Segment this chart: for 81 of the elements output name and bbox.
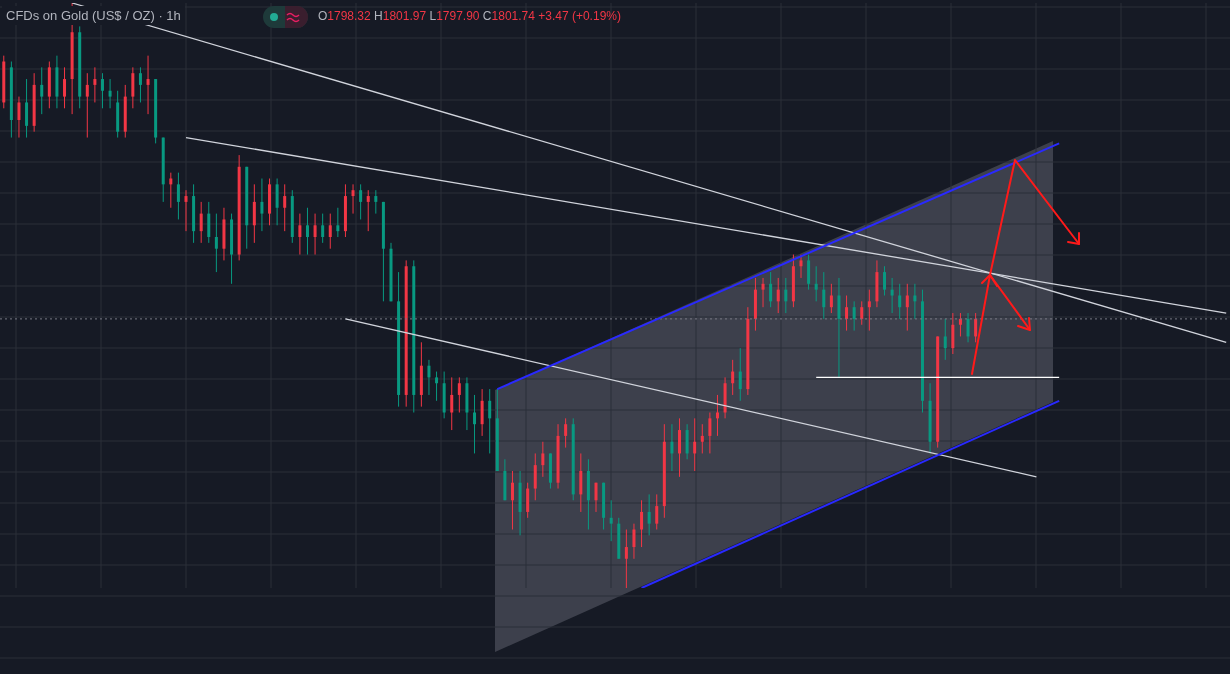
candlestick bbox=[184, 189, 188, 232]
candlestick bbox=[321, 213, 325, 244]
candlestick bbox=[533, 452, 537, 501]
candlestick bbox=[305, 207, 309, 256]
candlestick bbox=[252, 183, 256, 244]
candlestick bbox=[974, 312, 978, 343]
candlestick bbox=[829, 283, 833, 314]
candlestick bbox=[632, 523, 636, 560]
candlestick bbox=[541, 441, 545, 478]
candlestick bbox=[564, 417, 568, 449]
candlestick bbox=[761, 277, 765, 308]
candlestick bbox=[905, 283, 909, 332]
candlestick bbox=[427, 359, 431, 396]
candlestick bbox=[473, 394, 477, 454]
candlestick bbox=[93, 66, 97, 103]
candlestick bbox=[275, 178, 279, 226]
candlestick bbox=[25, 78, 29, 139]
candlestick bbox=[480, 388, 484, 437]
candlestick bbox=[951, 312, 955, 355]
candlestick bbox=[207, 201, 211, 244]
candlestick bbox=[769, 271, 773, 308]
candlestick bbox=[366, 189, 370, 232]
candlestick bbox=[837, 277, 841, 378]
candlestick bbox=[609, 499, 613, 542]
candlestick bbox=[450, 376, 454, 431]
candlestick bbox=[845, 295, 849, 332]
candlestick bbox=[814, 265, 818, 302]
candlestick bbox=[738, 347, 742, 402]
candlestick bbox=[640, 499, 644, 548]
candlestick bbox=[131, 66, 135, 109]
candlestick bbox=[784, 277, 788, 314]
candlestick bbox=[146, 55, 150, 115]
candlestick bbox=[883, 265, 887, 296]
candlestick bbox=[374, 189, 378, 215]
candlestick bbox=[647, 493, 651, 536]
candlestick bbox=[457, 376, 461, 413]
candlestick bbox=[700, 423, 704, 454]
candlestick bbox=[100, 72, 104, 109]
candlestick bbox=[852, 300, 856, 332]
candlestick bbox=[867, 289, 871, 332]
candlestick bbox=[40, 66, 44, 115]
candlestick bbox=[138, 66, 142, 103]
chart-title: CFDs on Gold (US$ / OZ) · 1h bbox=[2, 6, 185, 25]
candlestick bbox=[199, 201, 203, 244]
candlestick bbox=[214, 213, 218, 273]
candlestick bbox=[435, 371, 439, 402]
candlestick bbox=[176, 172, 180, 220]
candlestick bbox=[624, 529, 628, 588]
candlestick bbox=[943, 318, 947, 361]
candlestick bbox=[488, 388, 492, 454]
candlestick bbox=[890, 277, 894, 314]
candlestick bbox=[807, 254, 811, 291]
candlestick bbox=[260, 178, 264, 232]
candlestick bbox=[731, 359, 735, 396]
candlestick bbox=[526, 482, 530, 519]
candlestick bbox=[108, 78, 112, 109]
candlestick bbox=[678, 417, 682, 478]
candlestick bbox=[594, 482, 598, 513]
candlestick bbox=[351, 183, 355, 215]
candlestick bbox=[898, 283, 902, 320]
candlestick bbox=[336, 207, 340, 238]
candlestick bbox=[776, 277, 780, 314]
candlestick bbox=[579, 452, 583, 513]
candlestick bbox=[283, 183, 287, 232]
candlestick bbox=[85, 72, 89, 139]
candlestick bbox=[966, 312, 970, 343]
candlestick bbox=[685, 423, 689, 460]
annotation: O1798.32 H1801.97 L1797.90 C1801.74 +3.47 (+0.19%) bbox=[318, 9, 621, 23]
candlestick bbox=[17, 96, 21, 139]
candlestick bbox=[860, 300, 864, 326]
candlestick bbox=[63, 66, 67, 109]
candlestick bbox=[708, 412, 712, 454]
candlestick bbox=[359, 183, 363, 220]
candlestick bbox=[655, 493, 659, 530]
candlestick bbox=[298, 213, 302, 256]
candlestick bbox=[510, 470, 514, 530]
candlestick bbox=[328, 213, 332, 250]
candlestick bbox=[822, 271, 826, 320]
candlestick bbox=[313, 213, 317, 256]
candlestick bbox=[693, 417, 697, 472]
candlestick bbox=[670, 423, 674, 472]
